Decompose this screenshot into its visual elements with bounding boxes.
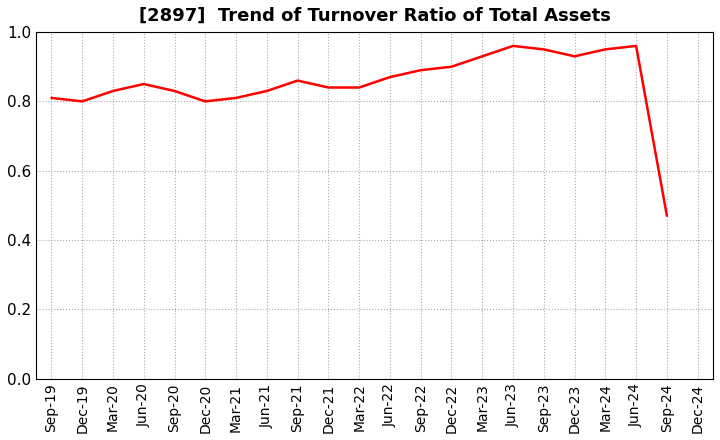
Title: [2897]  Trend of Turnover Ratio of Total Assets: [2897] Trend of Turnover Ratio of Total … <box>139 7 611 25</box>
